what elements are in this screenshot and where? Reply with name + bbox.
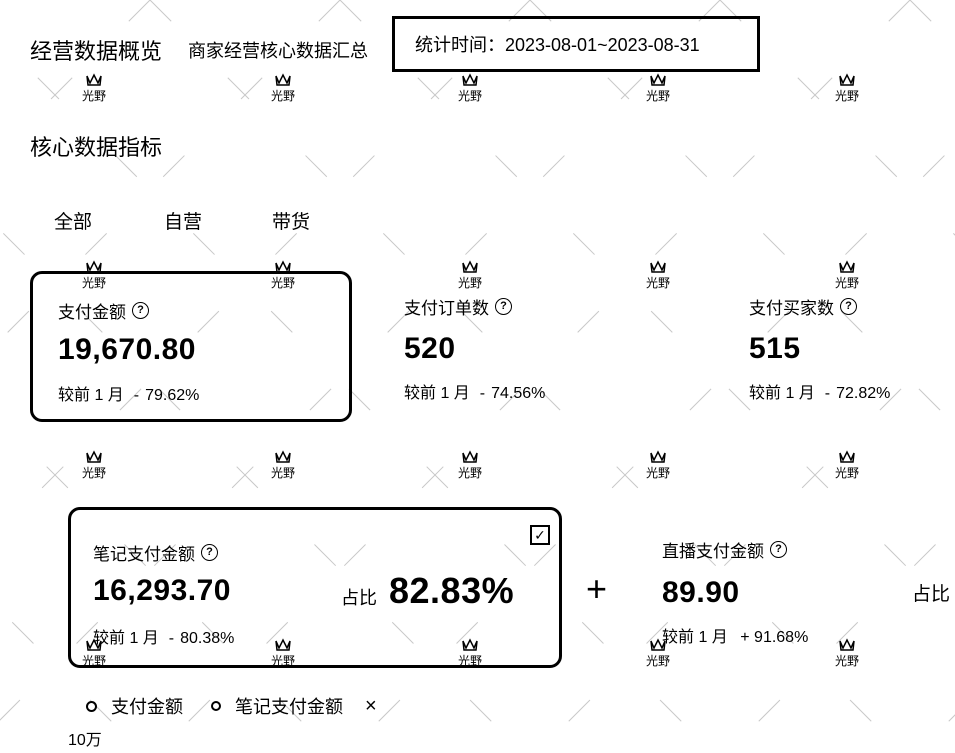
- watermark-mark: 光野: [835, 260, 859, 290]
- change-value: 72.82%: [836, 385, 891, 402]
- watermark-mark: 光野: [458, 73, 482, 103]
- metric-label: 支付金额: [58, 303, 126, 322]
- watermark-mark: 光野: [835, 638, 859, 668]
- metric-compare: 较前 1 月 -74.56%: [404, 379, 545, 403]
- change-value: 74.56%: [491, 385, 546, 402]
- metric-card-order-count[interactable]: 支付订单数 ? 520 较前 1 月 -74.56%: [404, 294, 545, 403]
- watermark-mark: 光野: [835, 73, 859, 103]
- help-icon[interactable]: ?: [201, 544, 218, 561]
- svg-text:光野: 光野: [271, 89, 295, 103]
- compare-label: 较前 1 月: [404, 385, 470, 402]
- watermark-mark: 光野: [82, 73, 106, 103]
- metric-label: 支付订单数: [404, 299, 489, 318]
- svg-text:光野: 光野: [646, 466, 670, 480]
- svg-text:光野: 光野: [646, 654, 670, 668]
- watermark-mark: 光野: [835, 450, 859, 480]
- live-payment-card[interactable]: 直播支付金额 ? 89.90 较前 1 月 + 91.68%: [662, 537, 808, 647]
- watermark-mark: 光野: [271, 73, 295, 103]
- watermark-mark: 光野: [646, 450, 670, 480]
- svg-text:光野: 光野: [646, 276, 670, 290]
- help-icon[interactable]: ?: [495, 298, 512, 315]
- compare-label: 较前 1 月: [749, 385, 815, 402]
- page-subtitle: 商家经营核心数据汇总: [188, 41, 368, 61]
- change-value: + 91.68%: [740, 629, 809, 646]
- date-range-text: 统计时间：2023-08-01~2023-08-31: [415, 35, 700, 55]
- legend-item-note-payment[interactable]: 笔记支付金额: [211, 693, 343, 719]
- tab-self-operated[interactable]: 自营: [164, 212, 203, 233]
- metric-value: 16,293.70: [93, 574, 231, 607]
- share-value: 82.83%: [389, 570, 515, 611]
- metric-compare: 较前 1 月 + 91.68%: [662, 623, 808, 647]
- metric-value: 515: [749, 332, 801, 365]
- compare-label: 较前 1 月: [58, 387, 124, 404]
- watermark-mark: 光野: [82, 450, 106, 480]
- help-icon[interactable]: ?: [132, 302, 149, 319]
- metric-compare: 较前 1 月 -80.38%: [93, 624, 234, 648]
- legend-label: 支付金额: [111, 697, 183, 717]
- svg-text:光野: 光野: [271, 466, 295, 480]
- decrease-icon: -: [133, 387, 140, 404]
- metric-label-row: 支付金额 ?: [58, 298, 149, 323]
- svg-text:光野: 光野: [458, 89, 482, 103]
- watermark-mark: 光野: [458, 450, 482, 480]
- help-icon[interactable]: ?: [770, 541, 787, 558]
- svg-text:光野: 光野: [835, 276, 859, 290]
- metric-label-row: 笔记支付金额 ?: [93, 540, 218, 565]
- watermark-mark: 光野: [646, 73, 670, 103]
- decrease-icon: -: [479, 385, 486, 402]
- share-label: 占比: [341, 588, 377, 608]
- decrease-icon: -: [824, 385, 831, 402]
- metric-label-row: 支付买家数 ?: [749, 294, 890, 319]
- checkbox-checked-icon[interactable]: ✓: [530, 525, 550, 545]
- metric-label-row: 支付订单数 ?: [404, 294, 545, 319]
- metric-value: 19,670.80: [58, 333, 196, 366]
- tab-affiliate[interactable]: 带货: [272, 212, 311, 233]
- metric-value: 520: [404, 332, 456, 365]
- metric-card-buyer-count[interactable]: 支付买家数 ? 515 较前 1 月 -72.82%: [749, 294, 890, 403]
- close-icon[interactable]: ×: [365, 694, 377, 717]
- page-title: 经营数据概览: [30, 39, 163, 64]
- metric-label-row: 直播支付金额 ?: [662, 537, 808, 562]
- svg-text:光野: 光野: [82, 89, 106, 103]
- date-range-box[interactable]: 统计时间：2023-08-01~2023-08-31: [392, 16, 760, 72]
- legend-dot-icon: [211, 701, 221, 711]
- section-title: 核心数据指标: [30, 135, 163, 160]
- tab-all[interactable]: 全部: [54, 212, 93, 233]
- svg-text:光野: 光野: [458, 276, 482, 290]
- svg-text:光野: 光野: [646, 89, 670, 103]
- metric-value: 89.90: [662, 576, 740, 609]
- plus-icon: +: [586, 568, 608, 609]
- decrease-icon: -: [168, 630, 175, 647]
- svg-text:光野: 光野: [835, 89, 859, 103]
- help-icon[interactable]: ?: [840, 298, 857, 315]
- watermark-mark: 光野: [458, 260, 482, 290]
- compare-label: 较前 1 月: [93, 630, 159, 647]
- metric-compare: 较前 1 月 -79.62%: [58, 381, 199, 405]
- y-axis-label: 10万: [68, 732, 102, 749]
- legend-item-payment-amount[interactable]: 支付金额: [86, 693, 183, 719]
- watermark-mark: 光野: [271, 450, 295, 480]
- svg-text:光野: 光野: [458, 466, 482, 480]
- chart-legend: 支付金额 笔记支付金额 ×: [86, 693, 377, 719]
- compare-label: 较前 1 月: [662, 629, 728, 646]
- metric-label: 直播支付金额: [662, 542, 764, 561]
- live-share-label: 占比: [912, 584, 951, 605]
- legend-label: 笔记支付金额: [235, 697, 343, 717]
- watermark-mark: 光野: [646, 260, 670, 290]
- change-value: 79.62%: [145, 387, 200, 404]
- svg-text:光野: 光野: [835, 466, 859, 480]
- metric-compare: 较前 1 月 -72.82%: [749, 379, 890, 403]
- legend-dot-icon: [86, 700, 97, 712]
- watermark-line: [909, 0, 955, 46]
- svg-text:光野: 光野: [82, 466, 106, 480]
- metric-card-payment-amount[interactable]: 支付金额 ? 19,670.80 较前 1 月 -79.62%: [30, 271, 352, 422]
- watermark-line: [916, 714, 955, 753]
- metric-label: 支付买家数: [749, 299, 834, 318]
- svg-text:光野: 光野: [835, 654, 859, 668]
- metric-label: 笔记支付金额: [93, 545, 195, 564]
- note-payment-card[interactable]: ✓ 笔记支付金额 ? 16,293.70 占比 82.83% 较前 1 月 -80…: [68, 507, 562, 668]
- change-value: 80.38%: [180, 630, 235, 647]
